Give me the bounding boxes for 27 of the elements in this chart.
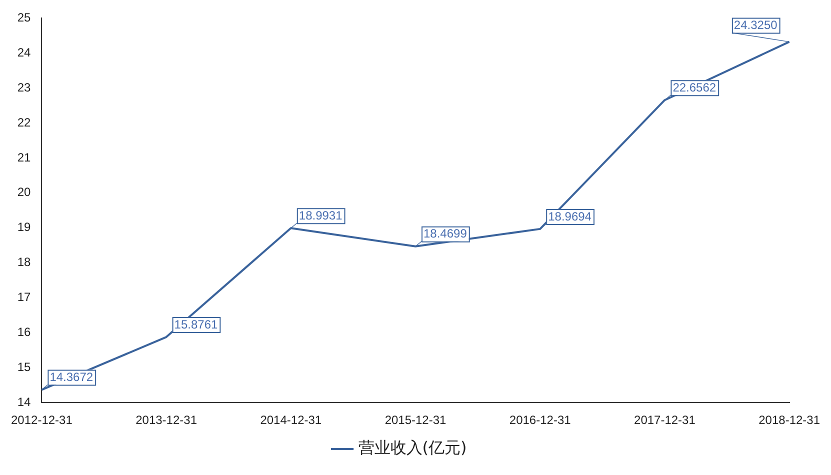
text: 14.3672 xyxy=(50,370,94,384)
x-tick-label: 2015-12-31 xyxy=(384,413,447,428)
x-tick-label: 2014-12-31 xyxy=(260,413,322,428)
y-tick-label: 18 xyxy=(17,255,32,270)
y-tick-label: 20 xyxy=(17,185,32,200)
y-tick-label: 15 xyxy=(17,360,32,374)
text: 18.9931 xyxy=(298,208,342,222)
text: 15.8761 xyxy=(174,317,218,332)
x-tick-label: 2018-12-31 xyxy=(758,413,820,428)
legend-label: 营业收入(亿元) xyxy=(358,438,467,458)
text: 18.9694 xyxy=(548,209,592,224)
y-tick-label: 23 xyxy=(17,80,32,94)
y-tick-label: 21 xyxy=(17,150,32,164)
text: 24.3250 xyxy=(734,18,778,32)
y-tick-label: 19 xyxy=(17,220,32,234)
y-tick-label: 16 xyxy=(17,325,32,340)
y-tick-label: 22 xyxy=(17,115,32,130)
y-tick-label: 24 xyxy=(17,45,32,60)
text: 22.6562 xyxy=(672,80,716,94)
x-tick-label: 2017-12-31 xyxy=(634,413,696,428)
text: 18.4699 xyxy=(424,226,467,241)
x-tick-label: 2012-12-31 xyxy=(10,413,73,428)
y-tick-label: 14 xyxy=(17,394,32,409)
y-tick-label: 17 xyxy=(17,290,32,304)
y-tick-label: 25 xyxy=(17,10,32,25)
x-tick-label: 2016-12-31 xyxy=(509,413,572,428)
x-tick-label: 2013-12-31 xyxy=(136,413,198,428)
